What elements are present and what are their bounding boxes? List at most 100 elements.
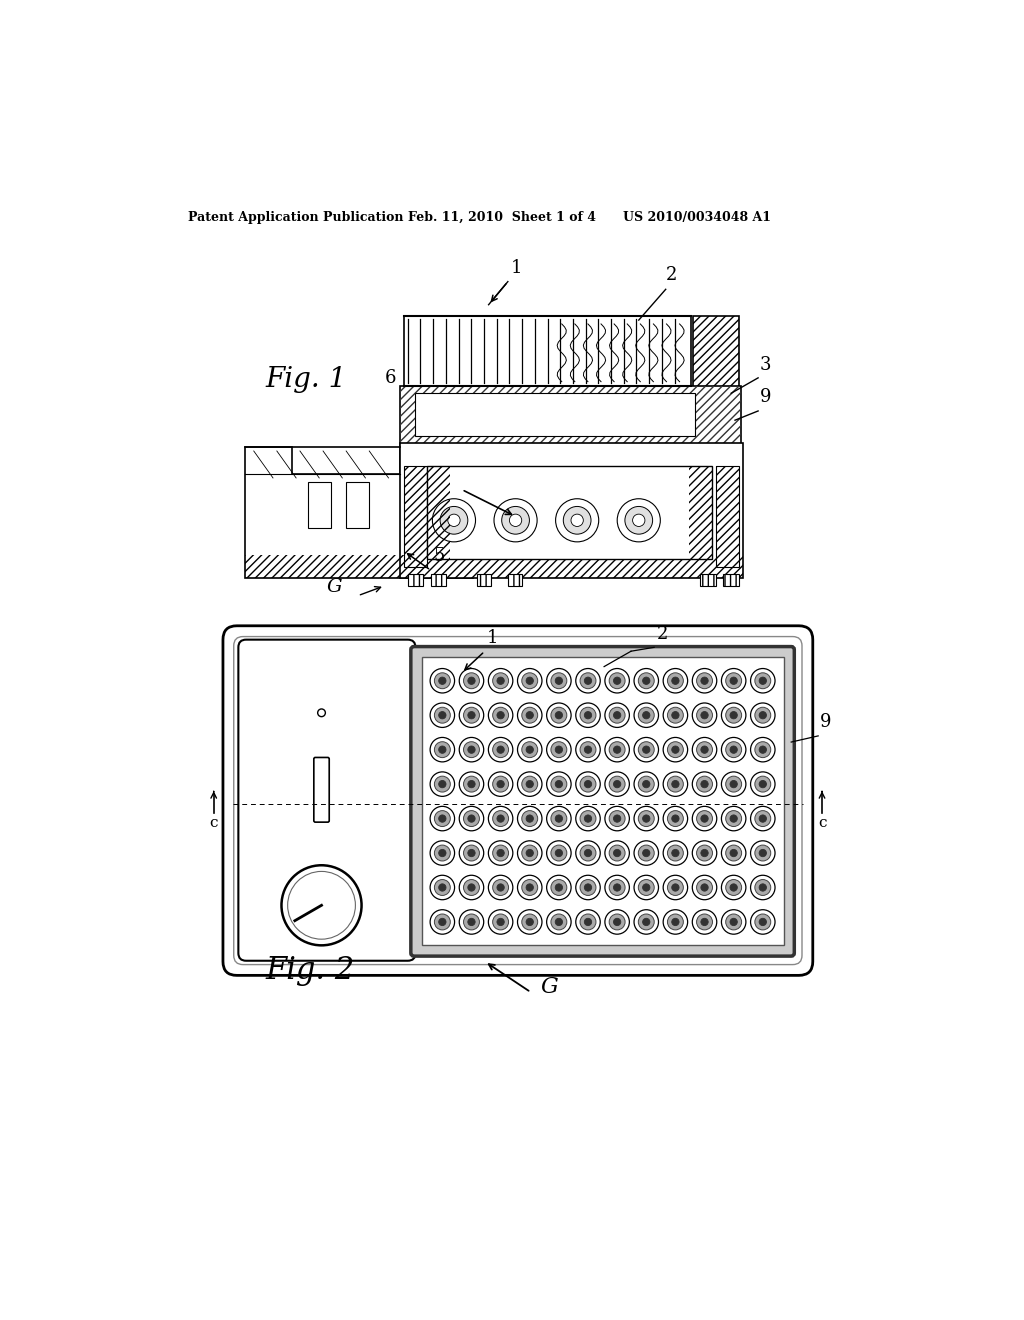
Circle shape: [547, 704, 571, 727]
Bar: [403, 317, 691, 385]
Bar: [431, 574, 446, 586]
Circle shape: [438, 884, 446, 891]
Bar: [416, 393, 695, 436]
Circle shape: [468, 919, 475, 925]
Circle shape: [609, 879, 625, 895]
Circle shape: [555, 814, 562, 822]
Circle shape: [751, 704, 775, 727]
Circle shape: [551, 742, 567, 758]
Circle shape: [497, 711, 504, 719]
Circle shape: [522, 810, 538, 826]
Circle shape: [438, 780, 446, 788]
Circle shape: [700, 849, 709, 857]
Circle shape: [526, 746, 534, 754]
Circle shape: [696, 673, 713, 689]
Circle shape: [575, 875, 600, 900]
Circle shape: [664, 738, 688, 762]
Circle shape: [664, 772, 688, 796]
Bar: [400, 385, 741, 447]
Circle shape: [672, 919, 679, 925]
Circle shape: [575, 841, 600, 866]
Circle shape: [668, 913, 683, 929]
Circle shape: [643, 677, 650, 684]
Circle shape: [468, 746, 475, 754]
Circle shape: [575, 909, 600, 935]
Circle shape: [575, 668, 600, 693]
Circle shape: [585, 711, 592, 719]
Circle shape: [643, 780, 650, 788]
Text: 1: 1: [487, 628, 499, 647]
Circle shape: [522, 879, 538, 895]
Circle shape: [464, 742, 479, 758]
Circle shape: [643, 711, 650, 719]
Circle shape: [609, 673, 625, 689]
Bar: [477, 574, 490, 586]
Circle shape: [526, 884, 534, 891]
Circle shape: [434, 845, 451, 861]
Circle shape: [522, 742, 538, 758]
Circle shape: [430, 738, 455, 762]
Circle shape: [497, 849, 504, 857]
Bar: [431, 574, 446, 586]
Circle shape: [730, 711, 737, 719]
Circle shape: [488, 738, 513, 762]
Bar: [400, 385, 741, 447]
Circle shape: [464, 810, 479, 826]
Circle shape: [555, 849, 562, 857]
Circle shape: [730, 849, 737, 857]
Bar: [716, 466, 739, 566]
Circle shape: [700, 677, 709, 684]
Circle shape: [696, 913, 713, 929]
Circle shape: [613, 780, 621, 788]
Circle shape: [522, 708, 538, 723]
Circle shape: [434, 913, 451, 929]
Circle shape: [755, 708, 771, 723]
Circle shape: [497, 746, 504, 754]
Circle shape: [430, 772, 455, 796]
Circle shape: [643, 919, 650, 925]
Circle shape: [613, 711, 621, 719]
Circle shape: [493, 708, 509, 723]
Circle shape: [692, 841, 717, 866]
Circle shape: [488, 772, 513, 796]
Circle shape: [432, 499, 475, 543]
Circle shape: [638, 879, 654, 895]
Circle shape: [751, 772, 775, 796]
Circle shape: [468, 884, 475, 891]
Circle shape: [664, 875, 688, 900]
Circle shape: [613, 849, 621, 857]
Circle shape: [497, 919, 504, 925]
Circle shape: [751, 807, 775, 830]
Circle shape: [430, 807, 455, 830]
Circle shape: [730, 814, 737, 822]
Circle shape: [692, 909, 717, 935]
Circle shape: [459, 772, 483, 796]
Bar: [307, 482, 331, 528]
Circle shape: [613, 746, 621, 754]
Circle shape: [730, 746, 737, 754]
Circle shape: [722, 738, 745, 762]
Circle shape: [605, 772, 630, 796]
Circle shape: [730, 919, 737, 925]
Circle shape: [522, 776, 538, 792]
Circle shape: [696, 810, 713, 826]
Circle shape: [555, 677, 562, 684]
Circle shape: [468, 677, 475, 684]
Text: 2: 2: [656, 624, 668, 643]
Circle shape: [459, 875, 483, 900]
Circle shape: [605, 738, 630, 762]
Circle shape: [638, 845, 654, 861]
Polygon shape: [400, 444, 742, 578]
Text: G: G: [541, 977, 558, 998]
Circle shape: [700, 814, 709, 822]
Bar: [403, 466, 427, 566]
Bar: [508, 574, 521, 586]
Circle shape: [722, 668, 745, 693]
Circle shape: [672, 677, 679, 684]
Circle shape: [755, 879, 771, 895]
Circle shape: [722, 909, 745, 935]
Circle shape: [434, 742, 451, 758]
Circle shape: [672, 746, 679, 754]
Circle shape: [751, 841, 775, 866]
Circle shape: [488, 704, 513, 727]
